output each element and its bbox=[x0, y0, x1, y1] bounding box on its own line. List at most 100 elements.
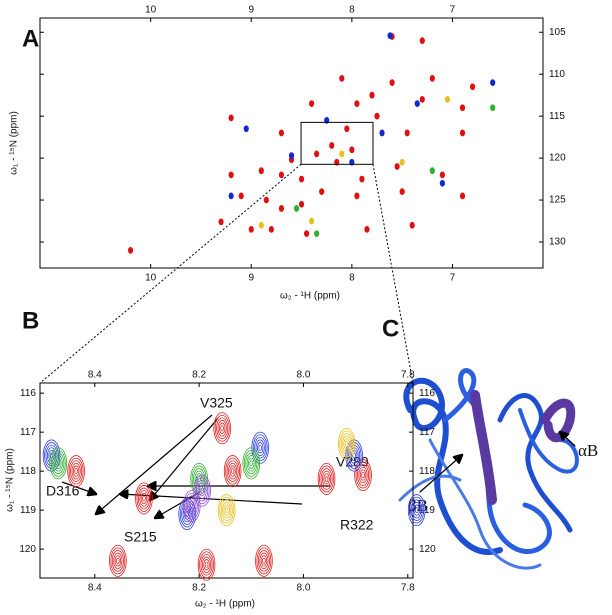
peak bbox=[407, 494, 426, 527]
y-tick-label: 120 bbox=[549, 153, 566, 164]
peak bbox=[242, 447, 261, 480]
contour bbox=[319, 465, 334, 493]
peak bbox=[374, 112, 380, 120]
peak bbox=[228, 171, 234, 179]
contour bbox=[256, 547, 272, 575]
peak bbox=[389, 79, 395, 86]
peak bbox=[258, 167, 264, 175]
contour bbox=[197, 548, 216, 581]
contour bbox=[135, 482, 153, 515]
peak bbox=[314, 230, 320, 237]
peak bbox=[263, 196, 269, 204]
annotation: R322 bbox=[340, 517, 374, 533]
peak bbox=[490, 79, 496, 86]
structure-label: αB bbox=[578, 441, 598, 460]
y-tick-label: 110 bbox=[549, 69, 565, 80]
arrows bbox=[61, 414, 330, 518]
peak bbox=[258, 221, 264, 229]
contour bbox=[321, 470, 332, 488]
contour bbox=[228, 462, 238, 480]
contour bbox=[217, 494, 236, 527]
contour bbox=[348, 444, 361, 467]
contour bbox=[110, 547, 126, 575]
peak bbox=[409, 221, 415, 229]
contour bbox=[72, 465, 80, 477]
contour bbox=[248, 457, 255, 469]
contour bbox=[50, 449, 66, 477]
peak bbox=[444, 95, 451, 103]
peak bbox=[404, 129, 410, 137]
peak bbox=[298, 175, 305, 183]
peak bbox=[314, 150, 320, 158]
peak bbox=[419, 37, 425, 45]
peak bbox=[429, 167, 435, 175]
contour bbox=[344, 440, 349, 447]
peak bbox=[317, 462, 336, 495]
contour bbox=[412, 501, 422, 519]
peak bbox=[293, 205, 300, 212]
contour bbox=[196, 479, 209, 502]
contour bbox=[354, 459, 372, 492]
contour bbox=[49, 447, 68, 480]
annotation: V325 bbox=[200, 395, 233, 411]
contour bbox=[109, 544, 127, 577]
contour bbox=[229, 465, 236, 477]
x-tick-label: 7 bbox=[450, 273, 456, 284]
contour bbox=[357, 464, 370, 486]
x-tick-label: 8.0 bbox=[296, 370, 310, 381]
y-tick-label: 125 bbox=[549, 195, 566, 206]
contour bbox=[255, 439, 265, 456]
x-tick-label: 9 bbox=[248, 273, 254, 284]
contour bbox=[339, 430, 355, 458]
zoom-line bbox=[39, 163, 302, 384]
y-axis-label: ω₁ - ¹⁵N (ppm) bbox=[9, 111, 20, 175]
contour bbox=[352, 452, 356, 459]
contour bbox=[194, 477, 210, 505]
contour bbox=[359, 469, 367, 481]
peak bbox=[329, 142, 335, 149]
peak bbox=[278, 171, 285, 179]
annotation: S215 bbox=[124, 529, 157, 545]
y-tick-label: 119 bbox=[419, 505, 435, 516]
contour bbox=[201, 556, 212, 573]
contour bbox=[337, 427, 356, 460]
contour bbox=[218, 422, 226, 434]
peak bbox=[67, 455, 85, 488]
x-tick-label: 8 bbox=[349, 5, 355, 16]
contour bbox=[213, 412, 231, 445]
y-tick-label: 119 bbox=[20, 505, 36, 516]
peak bbox=[298, 200, 305, 208]
x-axis-label: ω₂ - ¹H (ppm) bbox=[195, 599, 255, 610]
peak bbox=[364, 226, 370, 233]
contour bbox=[55, 457, 62, 469]
contour bbox=[255, 544, 273, 577]
peak bbox=[309, 217, 315, 225]
contour bbox=[216, 417, 229, 440]
y-tick-label: 116 bbox=[419, 388, 435, 399]
contour bbox=[194, 470, 204, 488]
y-tick-label: 116 bbox=[20, 388, 36, 399]
y-tick-label: 118 bbox=[20, 466, 36, 477]
contour bbox=[189, 503, 194, 510]
peak bbox=[193, 474, 211, 507]
contour bbox=[136, 485, 152, 512]
peak bbox=[399, 188, 405, 196]
peak bbox=[228, 192, 234, 200]
contour bbox=[323, 473, 330, 485]
contour bbox=[358, 466, 368, 484]
peak bbox=[439, 179, 445, 187]
contour bbox=[70, 460, 83, 482]
peak bbox=[278, 129, 285, 137]
contour bbox=[340, 433, 353, 455]
contour bbox=[224, 507, 229, 514]
contour bbox=[317, 462, 336, 495]
contour bbox=[223, 455, 242, 488]
x-tick-label: 8.2 bbox=[192, 370, 206, 381]
peak bbox=[309, 100, 315, 107]
x-tick-label: 7 bbox=[450, 5, 456, 16]
peak bbox=[344, 125, 350, 133]
peak bbox=[109, 544, 127, 577]
contour bbox=[214, 414, 230, 442]
peak bbox=[354, 100, 360, 107]
